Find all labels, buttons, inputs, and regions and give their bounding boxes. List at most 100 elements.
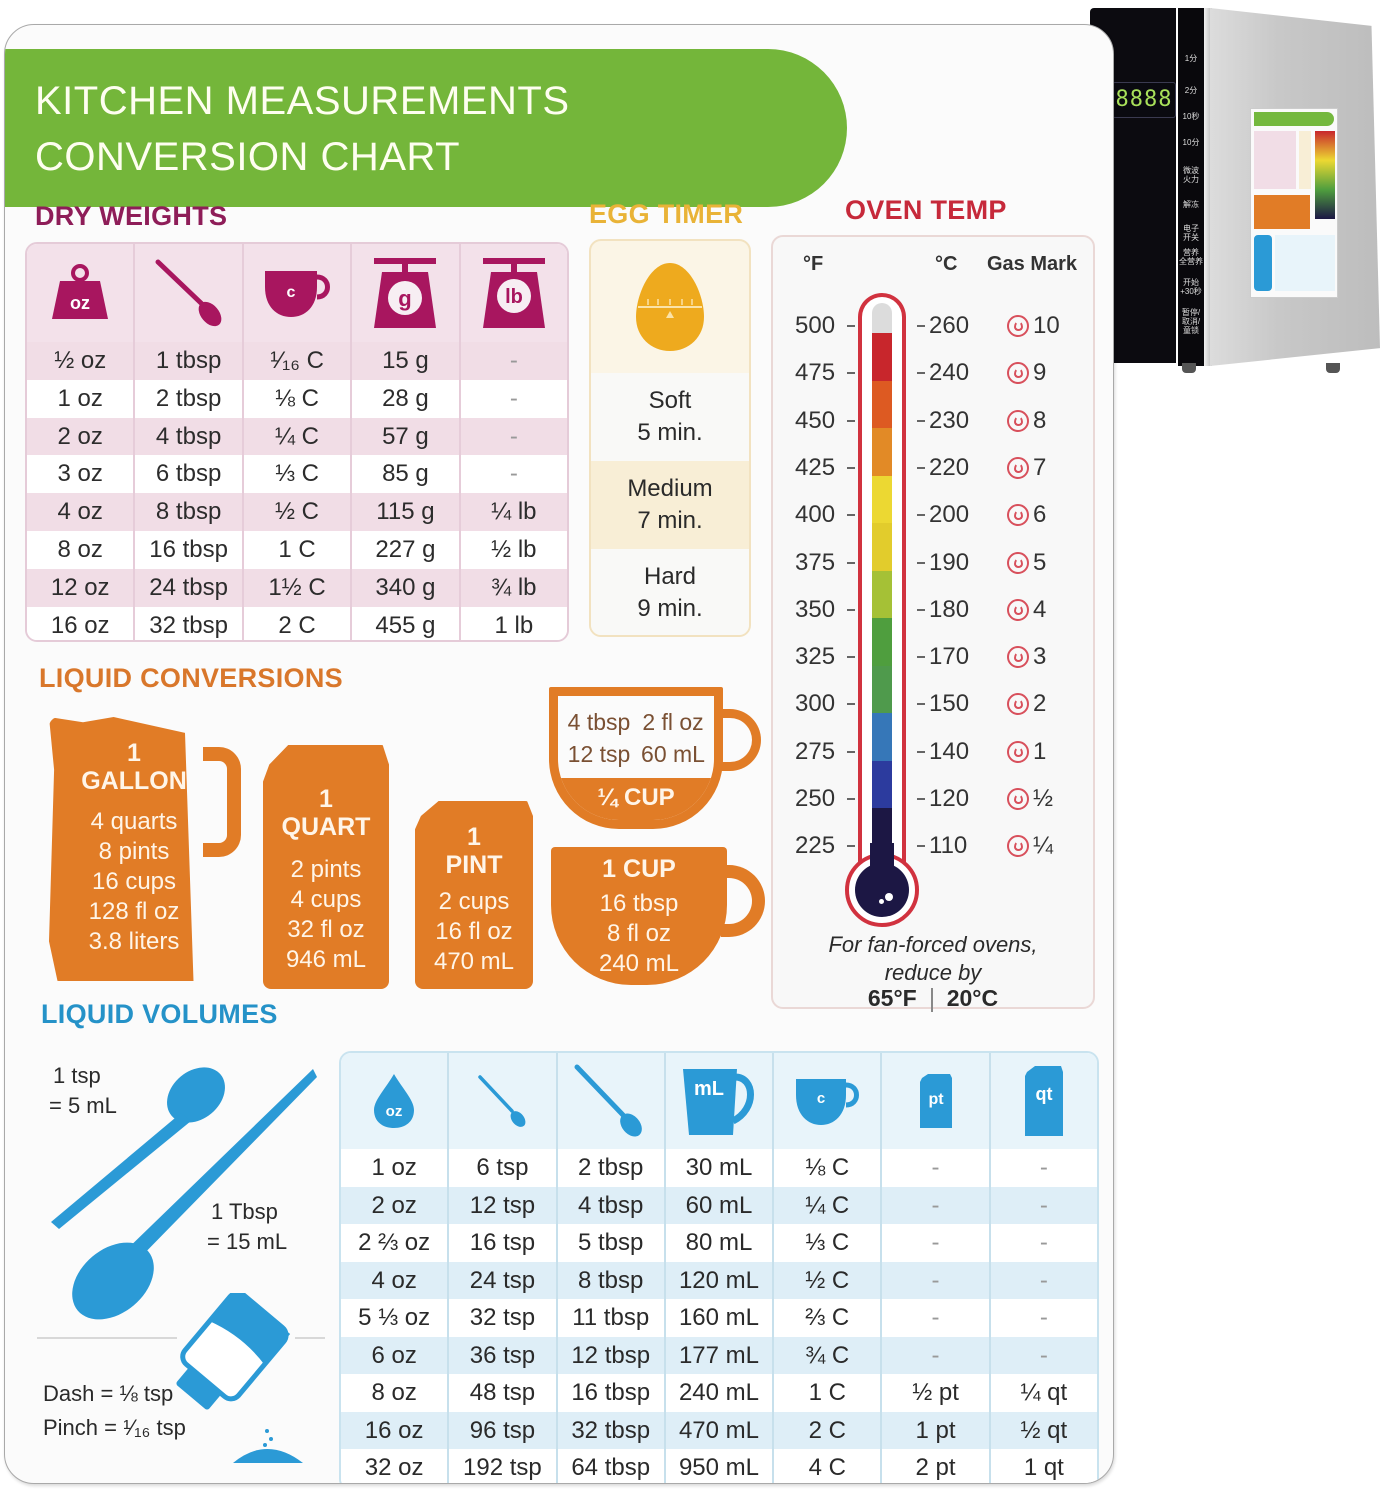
quart-cell: - <box>1039 1266 1048 1294</box>
ml-cell: 30 mL <box>666 1149 775 1187</box>
tick-mark <box>917 561 925 564</box>
egg-option-soft: Soft 5 min. <box>591 373 749 461</box>
oz-cell: 4 oz <box>27 493 136 531</box>
flame-icon <box>1007 315 1029 337</box>
microwave-button-10sec: 10秒 <box>1182 112 1200 121</box>
liquid-volumes-table: oz mL <box>339 1051 1099 1483</box>
tick-mark <box>917 703 925 706</box>
oz-cell: 2 oz <box>341 1186 450 1224</box>
pint-cell: 2 pt <box>882 1449 991 1483</box>
flame-icon <box>1007 362 1029 385</box>
cup-icon: c <box>244 244 353 342</box>
oven-temp-row: 325 170 3 <box>773 642 1093 672</box>
gram-cell: 115 g <box>352 493 461 531</box>
flame-icon <box>1007 740 1029 763</box>
tick-mark <box>847 703 855 706</box>
egg-option-label: Soft <box>648 387 692 414</box>
egg-option-time: 7 min. <box>637 507 703 534</box>
tick-mark <box>847 325 855 327</box>
flame-icon <box>1007 409 1029 432</box>
oz-cell: 2 oz <box>27 417 136 456</box>
gas-mark: 2 <box>1007 689 1046 719</box>
tick-mark <box>847 845 855 848</box>
svg-text:qt: qt <box>1035 1084 1052 1104</box>
gram-scale-icon: g <box>352 244 461 342</box>
oz-cell: 5 ⅓ oz <box>341 1299 450 1337</box>
cup-cell: ¼ C <box>244 417 353 456</box>
cup-cell: 1 C <box>244 530 353 569</box>
lb-cell: - <box>509 384 518 412</box>
page-title-line2: CONVERSION CHART <box>35 135 461 179</box>
ml-cell: 60 mL <box>666 1186 775 1224</box>
fahrenheit-value: 250 <box>795 785 836 812</box>
tick-mark <box>917 419 925 422</box>
oz-cell: 8 oz <box>27 530 136 569</box>
tbsp-cell: 4 tbsp <box>558 1186 666 1224</box>
oven-temp-row: 375 190 5 <box>773 548 1093 578</box>
fahrenheit-value: 375 <box>795 548 836 576</box>
mini-magnet-on-microwave <box>1250 108 1338 298</box>
gas-mark-value: 1 <box>1033 737 1047 765</box>
pound-scale-icon: lb <box>461 244 567 342</box>
tbsp-cell: 32 tbsp <box>135 606 244 640</box>
tbsp-cell: 32 tbsp <box>558 1411 666 1449</box>
oven-temp-row: 225 110 ¼ <box>773 831 1093 861</box>
conversion-chart-magnet: KITCHEN MEASUREMENTS CONVERSION CHART DR… <box>4 24 1114 1484</box>
egg-option-hard: Hard 9 min. <box>591 549 749 635</box>
egg-timer-panel: Soft 5 min. Medium 7 min. Hard 9 min. <box>589 239 751 637</box>
tick-mark <box>847 608 855 611</box>
fahrenheit-value: 325 <box>795 643 836 671</box>
spoons-icon <box>51 1067 317 1320</box>
table-row: 4 oz 8 tbsp ½ C 115 g ¼ lb <box>27 493 567 531</box>
gram-cell: 227 g <box>352 530 461 569</box>
tsp-cell: 12 tsp <box>449 1186 558 1224</box>
pint-cell: - <box>882 1186 991 1224</box>
mini-thermometer <box>1315 131 1335 219</box>
tick-mark <box>917 750 925 753</box>
pint-cell: - <box>882 1336 991 1374</box>
one-cup-handle <box>721 865 765 937</box>
mini-egg-timer <box>1299 131 1311 189</box>
lb-cell: ¼ lb <box>491 498 537 526</box>
cup-cell: ⅓ C <box>244 455 353 494</box>
cup-cell: ⅔ C <box>774 1299 883 1337</box>
quart-cell: ½ qt <box>1020 1416 1068 1444</box>
oz-cell: 6 oz <box>341 1336 450 1374</box>
tbsp-cell: 2 tbsp <box>558 1149 666 1187</box>
tbsp-cell: 6 tbsp <box>135 455 244 494</box>
one-cup-label: 1 CUP <box>602 855 676 883</box>
gas-mark: 3 <box>1007 642 1046 672</box>
oven-temp-row: 275 140 1 <box>773 737 1093 767</box>
fan-reduce-f: 65°F <box>867 985 917 1011</box>
tsp-cell: 6 tsp <box>449 1149 558 1187</box>
microwave-button-nutrition: 营养 全营养 <box>1179 248 1203 266</box>
tick-mark <box>847 466 855 469</box>
egg-timer-icon <box>636 263 704 351</box>
liquid-conversions-title: LIQUID CONVERSIONS <box>39 663 343 693</box>
oven-temp-panel: °F °C Gas Mark 500 260 10 475 240 9 450 230 8 425… <box>771 235 1095 1012</box>
celsius-value: 230 <box>929 406 970 434</box>
tbsp-cell: 24 tbsp <box>135 568 244 607</box>
liquid-volumes-header-row: oz mL <box>341 1053 1097 1149</box>
gas-mark-value: 9 <box>1033 359 1047 387</box>
tick-mark <box>847 798 855 800</box>
pint-cell: - <box>882 1224 991 1262</box>
svg-text:g: g <box>399 286 412 311</box>
svg-text:pt: pt <box>928 1091 944 1108</box>
liquid-volumes-body: 1 oz 6 tsp 2 tbsp 30 mL ⅛ C--2 oz 12 tsp 4 tbs… <box>341 1149 1097 1483</box>
gram-cell: 455 g <box>352 606 461 640</box>
dry-weights-header-row: oz c <box>27 244 567 342</box>
pint-unit: PINT <box>445 851 503 879</box>
flame-icon <box>1007 504 1029 527</box>
liquid-volumes-title: LIQUID VOLUMES <box>41 999 278 1029</box>
tbsp-cell: 16 tbsp <box>135 530 244 569</box>
celsius-value: 200 <box>929 501 970 529</box>
tick-mark <box>847 419 855 422</box>
gram-cell: 340 g <box>352 568 461 607</box>
cup-cell: 1½ C <box>244 568 353 607</box>
oz-cell: 16 oz <box>341 1411 450 1449</box>
cup-cell: 4 C <box>774 1449 883 1483</box>
mini-title-banner <box>1254 112 1334 126</box>
microwave-button-1min: 1分 <box>1184 54 1198 63</box>
cup-icon: c <box>774 1053 883 1149</box>
